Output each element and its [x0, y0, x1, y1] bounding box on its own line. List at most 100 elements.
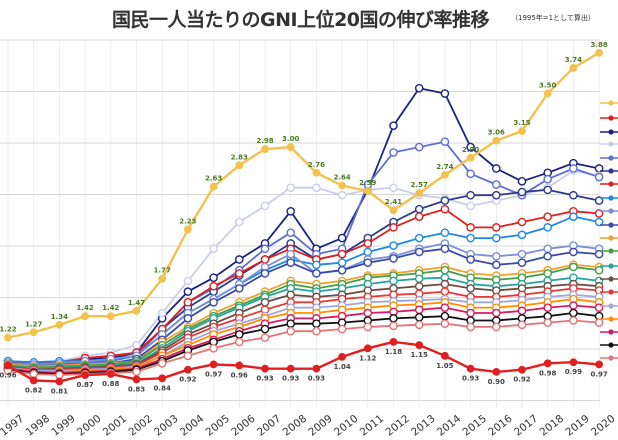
- data-point-series-1: [158, 274, 167, 283]
- x-tick-label: 2020: [589, 413, 617, 439]
- data-point-series-7: [491, 223, 501, 232]
- data-point-series-2: [55, 377, 64, 386]
- data-point-series-20: [569, 316, 578, 325]
- data-point-series-12: [569, 262, 578, 272]
- data-label-series-1: 3.50: [539, 82, 556, 90]
- data-point-series-1: [286, 143, 295, 151]
- data-point-series-3: [491, 164, 501, 173]
- x-tick-label: 2015: [461, 413, 489, 439]
- data-point-series-5: [569, 164, 578, 173]
- legend-marker: [608, 129, 614, 135]
- data-point-series-12: [594, 265, 604, 275]
- data-point-series-20: [29, 369, 39, 379]
- data-point-series-6: [543, 185, 553, 195]
- data-point-series-10: [569, 247, 578, 257]
- data-point-series-4: [157, 308, 167, 318]
- data-label-series-1: 2.90: [462, 146, 479, 154]
- data-point-series-9: [491, 251, 501, 261]
- x-tick-label: 2000: [75, 413, 103, 439]
- data-point-series-8: [312, 260, 321, 270]
- data-label-series-2: 0.84: [154, 384, 171, 392]
- data-point-series-6: [414, 204, 424, 214]
- legend-marker: [608, 222, 614, 228]
- legend-marker: [608, 100, 614, 106]
- data-point-series-1: [312, 168, 321, 177]
- data-point-series-6: [569, 190, 578, 200]
- data-point-series-20: [389, 321, 398, 331]
- data-point-series-19: [234, 330, 244, 339]
- data-point-series-20: [132, 367, 141, 377]
- data-point-series-1: [55, 320, 64, 329]
- data-point-series-8: [569, 212, 578, 221]
- data-point-series-2: [492, 367, 501, 376]
- x-tick-label: 2017: [512, 413, 540, 439]
- data-point-series-2: [235, 361, 244, 370]
- x-tick-label: 2005: [204, 413, 232, 439]
- x-axis-tick-labels: 1997199819992000200120022003200420052006…: [0, 412, 617, 438]
- data-point-series-3: [440, 89, 450, 98]
- data-point-series-10: [260, 269, 270, 278]
- data-point-series-5: [466, 169, 475, 179]
- data-point-series-18: [440, 303, 450, 312]
- data-point-series-4: [132, 340, 141, 350]
- legend-marker: [608, 181, 614, 187]
- data-point-series-1: [4, 333, 12, 342]
- data-point-series-8: [466, 233, 475, 243]
- data-label-series-2: 1.05: [436, 362, 453, 370]
- data-point-series-20: [183, 351, 193, 361]
- data-point-series-1: [209, 182, 218, 191]
- data-point-series-3: [389, 121, 398, 130]
- data-point-series-20: [55, 370, 64, 380]
- data-point-series-7: [337, 249, 347, 259]
- data-point-series-1: [518, 127, 526, 135]
- legend-marker: [608, 276, 614, 282]
- data-label-series-1: 1.77: [154, 267, 171, 275]
- data-point-series-2: [543, 359, 552, 368]
- data-point-series-1: [492, 136, 501, 145]
- data-point-series-10: [466, 255, 475, 264]
- data-label-series-1: 2.76: [308, 161, 325, 169]
- data-point-series-2: [518, 365, 526, 374]
- data-point-series-18: [569, 301, 578, 310]
- x-tick-label: 2018: [538, 413, 566, 439]
- data-point-series-2: [4, 361, 12, 370]
- series-points: [3, 48, 604, 386]
- data-label-series-1: 2.23: [179, 217, 196, 225]
- data-point-series-20: [157, 359, 167, 368]
- data-point-series-2: [440, 351, 449, 360]
- legend-marker: [608, 208, 614, 214]
- data-point-series-5: [440, 137, 450, 147]
- data-point-series-5: [491, 180, 501, 189]
- data-point-series-8: [594, 217, 604, 227]
- data-point-series-1: [261, 145, 269, 154]
- data-point-series-1: [235, 161, 244, 170]
- data-point-series-7: [234, 269, 244, 278]
- data-point-series-7: [209, 281, 218, 291]
- x-tick-label: 1999: [49, 413, 77, 439]
- data-point-series-10: [337, 265, 347, 275]
- data-point-series-14: [414, 281, 424, 291]
- data-point-series-8: [363, 247, 373, 257]
- data-point-series-13: [414, 274, 424, 284]
- data-point-series-1: [389, 206, 398, 215]
- data-point-series-5: [286, 228, 296, 238]
- data-point-series-4: [209, 244, 218, 254]
- data-point-series-1: [415, 189, 424, 197]
- data-point-series-20: [209, 344, 218, 353]
- data-label-series-2: 0.96: [231, 371, 248, 379]
- data-label-series-2: 0.92: [513, 376, 530, 384]
- data-label-series-2: 0.93: [308, 375, 325, 383]
- data-point-series-7: [363, 239, 373, 248]
- data-point-series-3: [209, 273, 218, 282]
- data-point-series-20: [260, 333, 270, 342]
- data-label-series-1: 1.34: [51, 313, 68, 321]
- data-point-series-10: [517, 258, 527, 267]
- data-point-series-2: [286, 364, 295, 373]
- data-label-series-1: 2.63: [205, 175, 222, 183]
- series-line-6: [7, 188, 600, 367]
- data-point-series-7: [517, 217, 527, 227]
- data-point-series-20: [543, 318, 553, 327]
- data-point-series-9: [286, 249, 296, 259]
- data-point-series-2: [261, 364, 269, 373]
- data-point-series-10: [594, 249, 604, 259]
